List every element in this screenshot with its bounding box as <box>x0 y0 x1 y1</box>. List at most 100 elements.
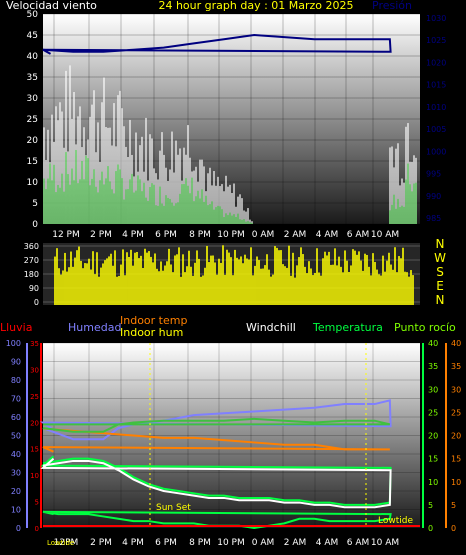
direction-y-tick: 270 <box>24 256 39 265</box>
climate-x-tick: 6 AM <box>347 538 370 548</box>
temperature-y-tick: 30 <box>428 385 438 394</box>
climate-x-tick: 12PM <box>54 538 79 548</box>
temperature-y-tick: 5 <box>428 501 433 510</box>
climate-x-tick: 8 PM <box>189 538 211 548</box>
indoor-temp-y-tick: 40 <box>451 339 461 348</box>
temperature-y-tick: 25 <box>428 408 438 417</box>
climate-annotations: Sun Set Lowtide Lowtide <box>47 343 413 547</box>
pressure-y-tick: 1025 <box>426 36 446 45</box>
pressure-y-axis: 985 990 995 1000 1005 1010 1015 1020 1025 1030 <box>426 14 446 223</box>
humidity-y-tick: 60 <box>11 413 21 422</box>
humidity-y-tick: 0 <box>16 524 21 533</box>
legend-item: Windchill <box>246 321 296 334</box>
rain-y-tick: 5 <box>35 499 39 507</box>
pressure-y-tick: 995 <box>426 170 441 179</box>
wind-speed-label: Velocidad viento <box>6 0 97 12</box>
rain-y-tick: 25 <box>30 393 39 401</box>
humidity-y-tick: 50 <box>11 432 21 441</box>
legend-item: Indoor temp <box>120 314 187 327</box>
wind-y-tick: 20 <box>27 136 39 146</box>
indoor-temp-y-tick: 35 <box>451 362 461 371</box>
temperature-y-tick: 15 <box>428 455 438 464</box>
wind-x-axis: 12 PM 2 PM 4 PM 6 PM 8 PM 10 PM 0 AM 2 AM 4 AM 6 … <box>52 230 399 240</box>
chart-title: 24 hour graph day : 01 Marzo 2025 <box>158 0 353 12</box>
wind-y-tick: 10 <box>27 178 39 188</box>
wind-y-tick: 50 <box>27 10 39 20</box>
climate-grid <box>43 342 420 529</box>
climate-x-axis: 12PM 2 PM 4 PM 6 PM 8 PM 10 PM 0 AM 2 AM 4 AM 6 A… <box>54 538 399 548</box>
wind-x-tick: 0 AM <box>252 230 275 240</box>
climate-x-tick: 4 AM <box>316 538 339 548</box>
wind-y-tick: 35 <box>27 73 38 83</box>
indoor-temp-y-tick: 15 <box>451 455 461 464</box>
climate-x-tick: 2 AM <box>284 538 307 548</box>
humidity-y-tick: 70 <box>11 395 21 404</box>
legend-item: Punto rocío <box>394 321 456 334</box>
compass-label: W <box>434 251 446 265</box>
climate-x-tick: 4 PM <box>122 538 144 548</box>
legend-item: Indoor hum <box>120 326 183 339</box>
humidity-line <box>39 399 392 441</box>
temperature-y-tick: 20 <box>428 432 438 441</box>
lowtide-label-left: Lowtide <box>47 539 74 547</box>
pressure-y-tick: 1015 <box>426 81 446 90</box>
indoor-temp-y-tick: 20 <box>451 432 461 441</box>
direction-y-tick: 0 <box>34 298 39 307</box>
indoor-temp-y-tick: 5 <box>451 501 456 510</box>
wind-x-tick: 8 PM <box>189 230 211 240</box>
wind-x-tick: 4 PM <box>122 230 144 240</box>
pressure-y-tick: 1000 <box>426 147 446 156</box>
pressure-y-tick: 990 <box>426 192 441 201</box>
wind-y-tick: 5 <box>32 199 38 209</box>
indoor_temp-line <box>42 427 390 453</box>
indoor-temp-y-tick: 10 <box>451 478 461 487</box>
direction-y-tick: 360 <box>24 242 39 251</box>
rain-y-tick: 20 <box>30 419 39 427</box>
pressure-label: Presión <box>372 0 412 12</box>
temperature-y-tick: 35 <box>428 362 438 371</box>
compass-label: N <box>436 293 445 307</box>
rain-y-tick: 10 <box>30 472 39 480</box>
climate-x-tick: 6 PM <box>155 538 177 548</box>
rain-y-tick: 0 <box>35 525 39 533</box>
rain-y-tick: 35 <box>30 340 39 348</box>
temperature-y-tick: 40 <box>428 339 438 348</box>
temperature-y-tick: 10 <box>428 478 438 487</box>
windchill-line <box>40 457 392 509</box>
compass-label: S <box>436 265 444 279</box>
wind-lines <box>42 33 392 55</box>
humidity-y-tick: 80 <box>11 376 21 385</box>
indoor-temp-y-tick: 0 <box>451 524 456 533</box>
humidity-y-tick: 40 <box>11 450 21 459</box>
wind-x-tick: 6 AM <box>347 230 370 240</box>
direction-y-axis: 360 270 180 90 0 <box>24 242 39 307</box>
wind-x-tick: 10 AM <box>371 230 399 240</box>
rain-y-tick: 30 <box>30 366 39 374</box>
pressure-y-tick: 1005 <box>426 125 446 134</box>
indoor_hum-line <box>42 417 391 433</box>
humidity-y-tick: 90 <box>11 358 21 367</box>
wind-bars <box>43 65 417 224</box>
temperature-line <box>40 455 392 506</box>
indoor-temp-y-tick: 30 <box>451 385 461 394</box>
pressure-y-tick: 1030 <box>426 14 446 23</box>
wind-y-tick: 30 <box>27 94 39 104</box>
compass-label: N <box>436 237 445 251</box>
direction-y-tick: 90 <box>29 284 39 293</box>
wind-x-tick: 2 PM <box>90 230 112 240</box>
pressure-y-tick: 985 <box>426 214 441 223</box>
direction-y-tick: 180 <box>24 270 39 279</box>
legend-item: Lluvia <box>0 321 32 334</box>
legend-item: Humedad <box>68 321 121 334</box>
temperature-y-tick: 0 <box>428 524 433 533</box>
climate-x-tick: 2 PM <box>90 538 112 548</box>
wind-y-axis: 0 5 10 15 20 25 30 35 40 45 50 <box>27 10 39 230</box>
wind-y-tick: 45 <box>27 31 38 41</box>
climate-x-tick: 0 AM <box>252 538 275 548</box>
wind-x-tick: 6 PM <box>155 230 177 240</box>
climate-x-tick: 10 PM <box>217 538 245 548</box>
wind-y-tick: 40 <box>27 52 39 62</box>
wind-y-tick: 15 <box>27 157 38 167</box>
